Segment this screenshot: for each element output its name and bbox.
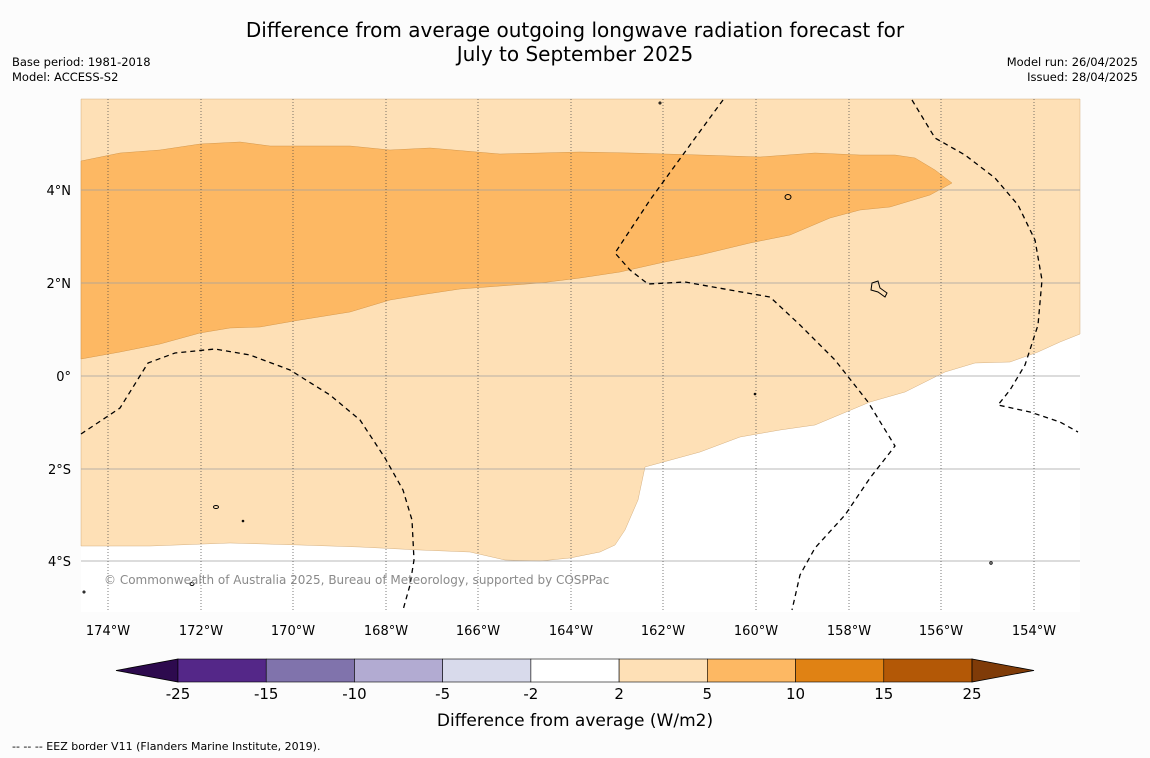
colorbar-extend-min (115, 658, 179, 683)
longitude-labels: 174°W 172°W 170°W 168°W 166°W 164°W 162°… (86, 624, 1056, 639)
base-period: Base period: 1981-2018 (12, 55, 151, 69)
islands (82, 101, 993, 594)
colorbar-segment (795, 658, 885, 683)
latitude-gridlines (81, 189, 1080, 562)
lon-label: 166°W (456, 624, 500, 639)
island-outline (870, 280, 888, 298)
lat-label: 4°S (48, 555, 71, 570)
lon-label: 156°W (919, 624, 963, 639)
lon-label: 162°W (641, 624, 685, 639)
colorbar-tick-label: 25 (962, 685, 981, 703)
title-line-2: July to September 2025 (456, 42, 694, 66)
copyright-text: © Commonwealth of Australia 2025, Bureau… (104, 573, 609, 587)
island-outline (189, 582, 195, 586)
title-line-1: Difference from average outgoing longwav… (245, 18, 905, 42)
lat-label: 2°S (48, 463, 71, 478)
island-outline (753, 392, 757, 396)
island-outline (989, 561, 993, 565)
colorbar-segment (530, 658, 620, 683)
lon-label: 168°W (364, 624, 408, 639)
map-area: © Commonwealth of Australia 2025, Bureau… (80, 98, 1081, 612)
colorbar-tick-label: 2 (614, 685, 624, 703)
issued-date: Issued: 28/04/2025 (1027, 70, 1138, 84)
colorbar: -25 -15 -10 -5 -2 2 5 10 15 25 (115, 658, 1035, 703)
island-outline (241, 519, 245, 523)
colorbar-segment (618, 658, 708, 683)
colorbar-tick-label: 5 (703, 685, 713, 703)
lon-label: 172°W (179, 624, 223, 639)
colorbar-segment (354, 658, 443, 683)
colorbar-segment (265, 658, 355, 683)
lon-label: 164°W (549, 624, 593, 639)
eez-footnote: -- -- -- EEZ border V11 (Flanders Marine… (12, 740, 321, 753)
lat-label: 2°N (47, 277, 72, 292)
island-outline (658, 101, 662, 105)
colorbar-tick-label: 10 (786, 685, 805, 703)
eez-borders (80, 99, 1079, 611)
map-title: Difference from average outgoing longwav… (0, 18, 1150, 66)
latitude-labels: 4°N 2°N 0° 2°S 4°S (47, 184, 72, 570)
island-outline (784, 194, 792, 200)
colorbar-tick-label: -2 (523, 685, 538, 703)
model-name: Model: ACCESS-S2 (12, 70, 119, 84)
colorbar-segment (883, 658, 973, 683)
lat-label: 4°N (47, 184, 72, 199)
colorbar-tick-label: -15 (254, 685, 279, 703)
colorbar-title: Difference from average (W/m2) (437, 711, 713, 731)
colorbar-extend-max (971, 658, 1035, 683)
colorbar-tick-label: -5 (435, 685, 450, 703)
lon-label: 174°W (86, 624, 130, 639)
lon-label: 160°W (734, 624, 778, 639)
meta-right: Model run: 26/04/2025 Issued: 28/04/2025 (1007, 55, 1138, 85)
colorbar-tick-label: 15 (874, 685, 893, 703)
colorbar-segment (707, 658, 796, 683)
colorbar-segment (177, 658, 267, 683)
colorbar-segment (442, 658, 532, 683)
lon-label: 158°W (827, 624, 871, 639)
model-run: Model run: 26/04/2025 (1006, 55, 1138, 69)
island-outline (213, 505, 219, 509)
lon-label: 154°W (1012, 624, 1056, 639)
eez-border-west (80, 348, 415, 611)
meta-left: Base period: 1981-2018 Model: ACCESS-S2 (12, 55, 151, 85)
anomaly-region-5-10 (80, 141, 953, 360)
island-outline (82, 590, 86, 594)
lat-label: 0° (56, 370, 71, 385)
eez-border-east (911, 99, 1079, 433)
lon-label: 170°W (271, 624, 315, 639)
colorbar-tick-label: -25 (166, 685, 191, 703)
colorbar-tick-label: -10 (342, 685, 367, 703)
